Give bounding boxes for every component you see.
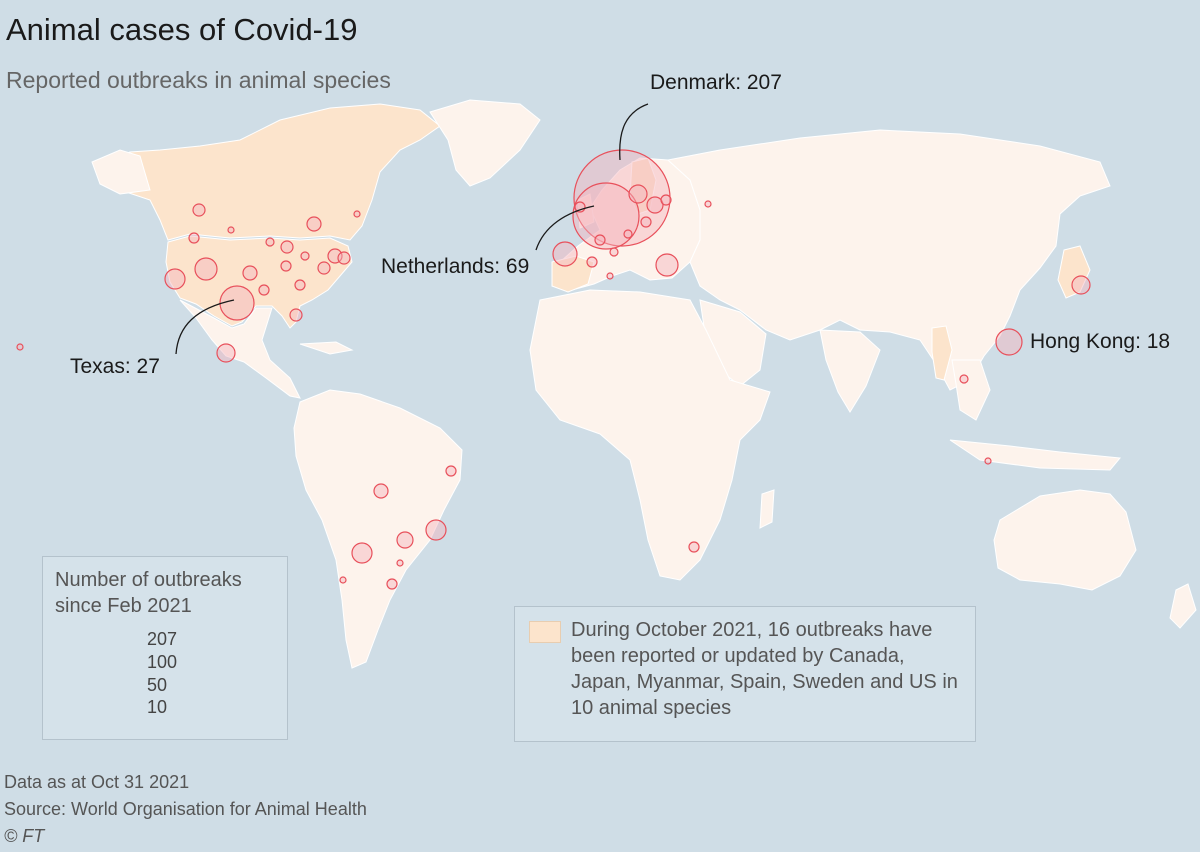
callout-denmark: Denmark: 207 [650,71,782,94]
bubble-us-north-4 [300,251,310,261]
bubble-uruguay [386,578,398,590]
leader-lines [175,103,649,355]
bubble-us-central [280,260,292,272]
south-america-land [293,389,463,669]
new-zealand-land [1169,583,1197,629]
usa-land [165,235,353,329]
japan-land [1057,245,1091,299]
bubble-argentina-east [396,559,404,567]
bubble-france-south [586,256,598,268]
bubble-indonesia [984,457,992,465]
spain-land [551,255,595,293]
footer-source: Source: World Organisation for Animal He… [4,799,367,819]
legend-value-10: 10 [147,697,168,717]
se-asia-land [951,359,991,421]
bubble-chile [339,576,347,584]
callout-texas: Texas: 27 [70,355,160,378]
land-layer [91,99,1197,669]
bubble-south-africa [688,541,700,553]
bubble-argentina-north [351,542,373,564]
page-title: Animal cases of Covid-19 [6,12,358,47]
africa-land [529,289,771,581]
bubble-us-east [337,251,351,265]
bubble-switzerland [623,229,633,239]
bubble-us-mid [242,265,258,281]
bubble-hong-kong [995,328,1023,356]
bubble-brazil-south [425,519,447,541]
page-subtitle: Reported outbreaks in animal species [6,67,391,93]
bubble-canada-east [353,210,361,218]
callout-netherlands: Netherlands: 69 [381,255,530,278]
bubble-italy-north [609,247,619,257]
bubbles-layer [16,149,1091,590]
bubble-algeria [606,272,614,280]
india-land [819,329,881,413]
australia-land [993,489,1137,591]
bubble-us-east-2 [317,261,331,275]
bubble-us-west [194,257,218,281]
legend-title-line1: Number of outbreaks [55,569,242,591]
legend-value-207: 207 [147,629,178,649]
bubble-japan [1071,275,1091,295]
legend-title-line2: since Feb 2021 [55,595,192,617]
legend-value-50: 50 [147,675,168,695]
size-legend: Number of outbreaks since Feb 2021 207 1… [42,556,288,740]
bubble-us-north [306,216,322,232]
bubble-texas [219,285,255,321]
bubble-us-northwest [188,232,200,244]
mexico-land [179,299,301,399]
note-swatch [529,621,561,643]
bubble-us-north-3 [265,237,275,247]
bubble-germany [640,216,652,228]
bubble-france [594,234,606,246]
bubble-russia-west [704,200,712,208]
bubble-poland [646,196,664,214]
caribbean-land [299,341,354,355]
bubble-us-south [294,279,306,291]
texas-leader-line [175,299,235,355]
footer-copyright: © FT [4,826,45,846]
canada-land [99,103,441,241]
bubble-mexico [216,343,236,363]
bubble-spain [552,241,578,267]
bubble-florida [289,308,303,322]
denmark-leader-line [619,103,649,161]
alaska-land [91,149,151,195]
bubble-us-great-lakes [280,240,294,254]
legend-value-100: 100 [147,652,178,672]
madagascar-land [759,489,775,529]
bubble-brazil-ne [445,465,457,477]
myanmar-land [931,325,953,381]
callout-hong-kong: Hong Kong: 18 [1030,330,1171,353]
note-text: During October 2021, 16 outbreaks have b… [571,619,958,719]
bubble-us-north-2 [227,226,235,234]
note-box: During October 2021, 16 outbreaks have b… [514,606,976,742]
greenland-land [429,99,541,187]
bubble-california [164,268,186,290]
bubble-us-southwest [258,284,270,296]
footer-data-date: Data as at Oct 31 2021 [4,772,190,792]
bubble-canada-west [192,203,206,217]
bubble-hawaii [16,343,24,351]
bubble-sweden [628,184,648,204]
bubble-italy [655,253,679,277]
indonesia-land [949,439,1121,471]
legend-title: Number of outbreaks since Feb 2021 [55,567,242,619]
bubble-brazil-se [396,531,414,549]
bubble-netherlands [572,182,640,250]
bubble-lithuania [660,194,672,206]
bubble-bolivia [373,483,389,499]
netherlands-leader-line [535,205,595,251]
bubble-thailand [959,374,969,384]
